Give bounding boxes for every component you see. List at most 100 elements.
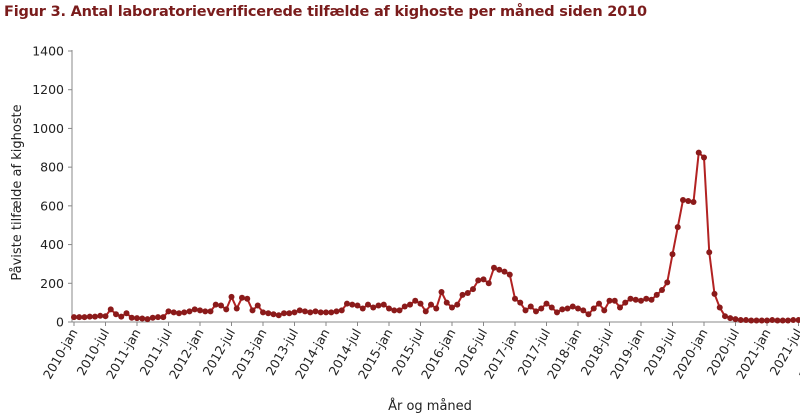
data-point — [491, 264, 497, 271]
data-point — [753, 317, 760, 324]
data-point — [512, 295, 518, 302]
data-point — [144, 316, 151, 323]
data-point — [575, 305, 581, 312]
data-point — [139, 315, 146, 322]
data-point — [480, 276, 487, 283]
data-point — [265, 310, 272, 317]
x-axis-ticks: 2010-jan2010-jul2011-jan2011-jul2012-jan… — [40, 322, 800, 381]
data-point — [496, 266, 503, 273]
data-point — [564, 305, 571, 312]
data-point — [737, 317, 744, 324]
data-point — [769, 317, 776, 324]
data-point — [443, 299, 450, 306]
data-point — [191, 306, 198, 313]
data-point — [155, 314, 161, 321]
data-point — [134, 315, 140, 322]
chart-title: Figur 3. Antal laboratorieverificerede t… — [4, 4, 647, 20]
data-point — [223, 306, 230, 313]
series-line — [74, 151, 800, 322]
data-point — [727, 315, 734, 322]
data-point — [186, 308, 193, 315]
data-point — [533, 308, 539, 315]
data-point — [417, 300, 424, 307]
data-point — [785, 317, 791, 324]
data-point — [312, 308, 319, 315]
data-point — [795, 317, 800, 324]
data-point — [407, 301, 413, 308]
y-tick-label: 1000 — [32, 121, 64, 136]
data-point — [664, 279, 671, 286]
data-point — [433, 305, 440, 312]
data-point — [596, 300, 602, 307]
data-point — [71, 314, 77, 321]
y-axis-ticks: 0 200 400 600 800 1000 1200 1400 — [32, 44, 72, 330]
data-point — [86, 313, 93, 320]
data-point — [464, 289, 471, 296]
data-point — [559, 306, 566, 313]
x-tick-label: 2010-jan — [40, 326, 81, 381]
data-point — [638, 297, 644, 304]
data-point — [149, 314, 156, 321]
data-point — [281, 310, 287, 317]
data-point — [748, 317, 755, 324]
data-point — [611, 297, 618, 304]
data-point — [711, 290, 718, 297]
data-point — [76, 314, 83, 321]
data-point — [296, 307, 303, 314]
data-point — [617, 304, 623, 311]
data-point — [674, 224, 681, 231]
data-point — [365, 301, 371, 308]
data-point — [165, 308, 172, 315]
data-point — [543, 300, 550, 307]
data-point — [359, 305, 366, 312]
data-point — [459, 291, 466, 298]
data-point — [653, 291, 660, 298]
data-point — [323, 309, 329, 316]
y-tick-label: 1200 — [32, 82, 64, 97]
data-point — [548, 304, 555, 311]
data-point — [590, 305, 597, 312]
data-point — [632, 296, 639, 303]
y-tick-label: 600 — [40, 198, 64, 213]
data-point — [233, 305, 240, 312]
data-point — [344, 300, 350, 307]
data-point — [228, 293, 235, 300]
data-point — [338, 307, 345, 314]
y-tick-label: 400 — [40, 237, 64, 252]
data-point — [239, 294, 245, 301]
data-point — [606, 297, 613, 304]
data-point — [81, 314, 88, 321]
data-point — [716, 304, 723, 311]
data-point — [569, 303, 576, 310]
data-point — [275, 312, 282, 319]
data-point — [328, 309, 335, 316]
data-point — [732, 316, 739, 323]
data-point — [307, 309, 314, 316]
data-point — [291, 309, 298, 316]
data-point — [212, 301, 219, 308]
data-point — [743, 317, 749, 324]
data-point — [375, 302, 382, 309]
data-point — [764, 317, 770, 324]
data-point — [380, 301, 387, 308]
data-point — [643, 295, 650, 302]
data-point — [527, 303, 534, 310]
data-point — [254, 302, 261, 309]
data-point — [627, 295, 634, 302]
data-point — [701, 154, 707, 161]
data-point — [302, 308, 308, 315]
data-point — [176, 310, 182, 317]
data-point — [123, 310, 130, 317]
data-point — [790, 317, 797, 324]
data-point — [107, 306, 114, 313]
data-point — [118, 313, 125, 320]
y-tick-label: 800 — [40, 160, 64, 175]
y-tick-label: 1400 — [32, 44, 64, 59]
y-tick-label: 200 — [40, 276, 64, 291]
data-point — [270, 311, 277, 318]
data-point — [454, 301, 461, 308]
data-point — [695, 149, 702, 156]
data-point — [197, 307, 203, 314]
data-point — [485, 280, 492, 287]
